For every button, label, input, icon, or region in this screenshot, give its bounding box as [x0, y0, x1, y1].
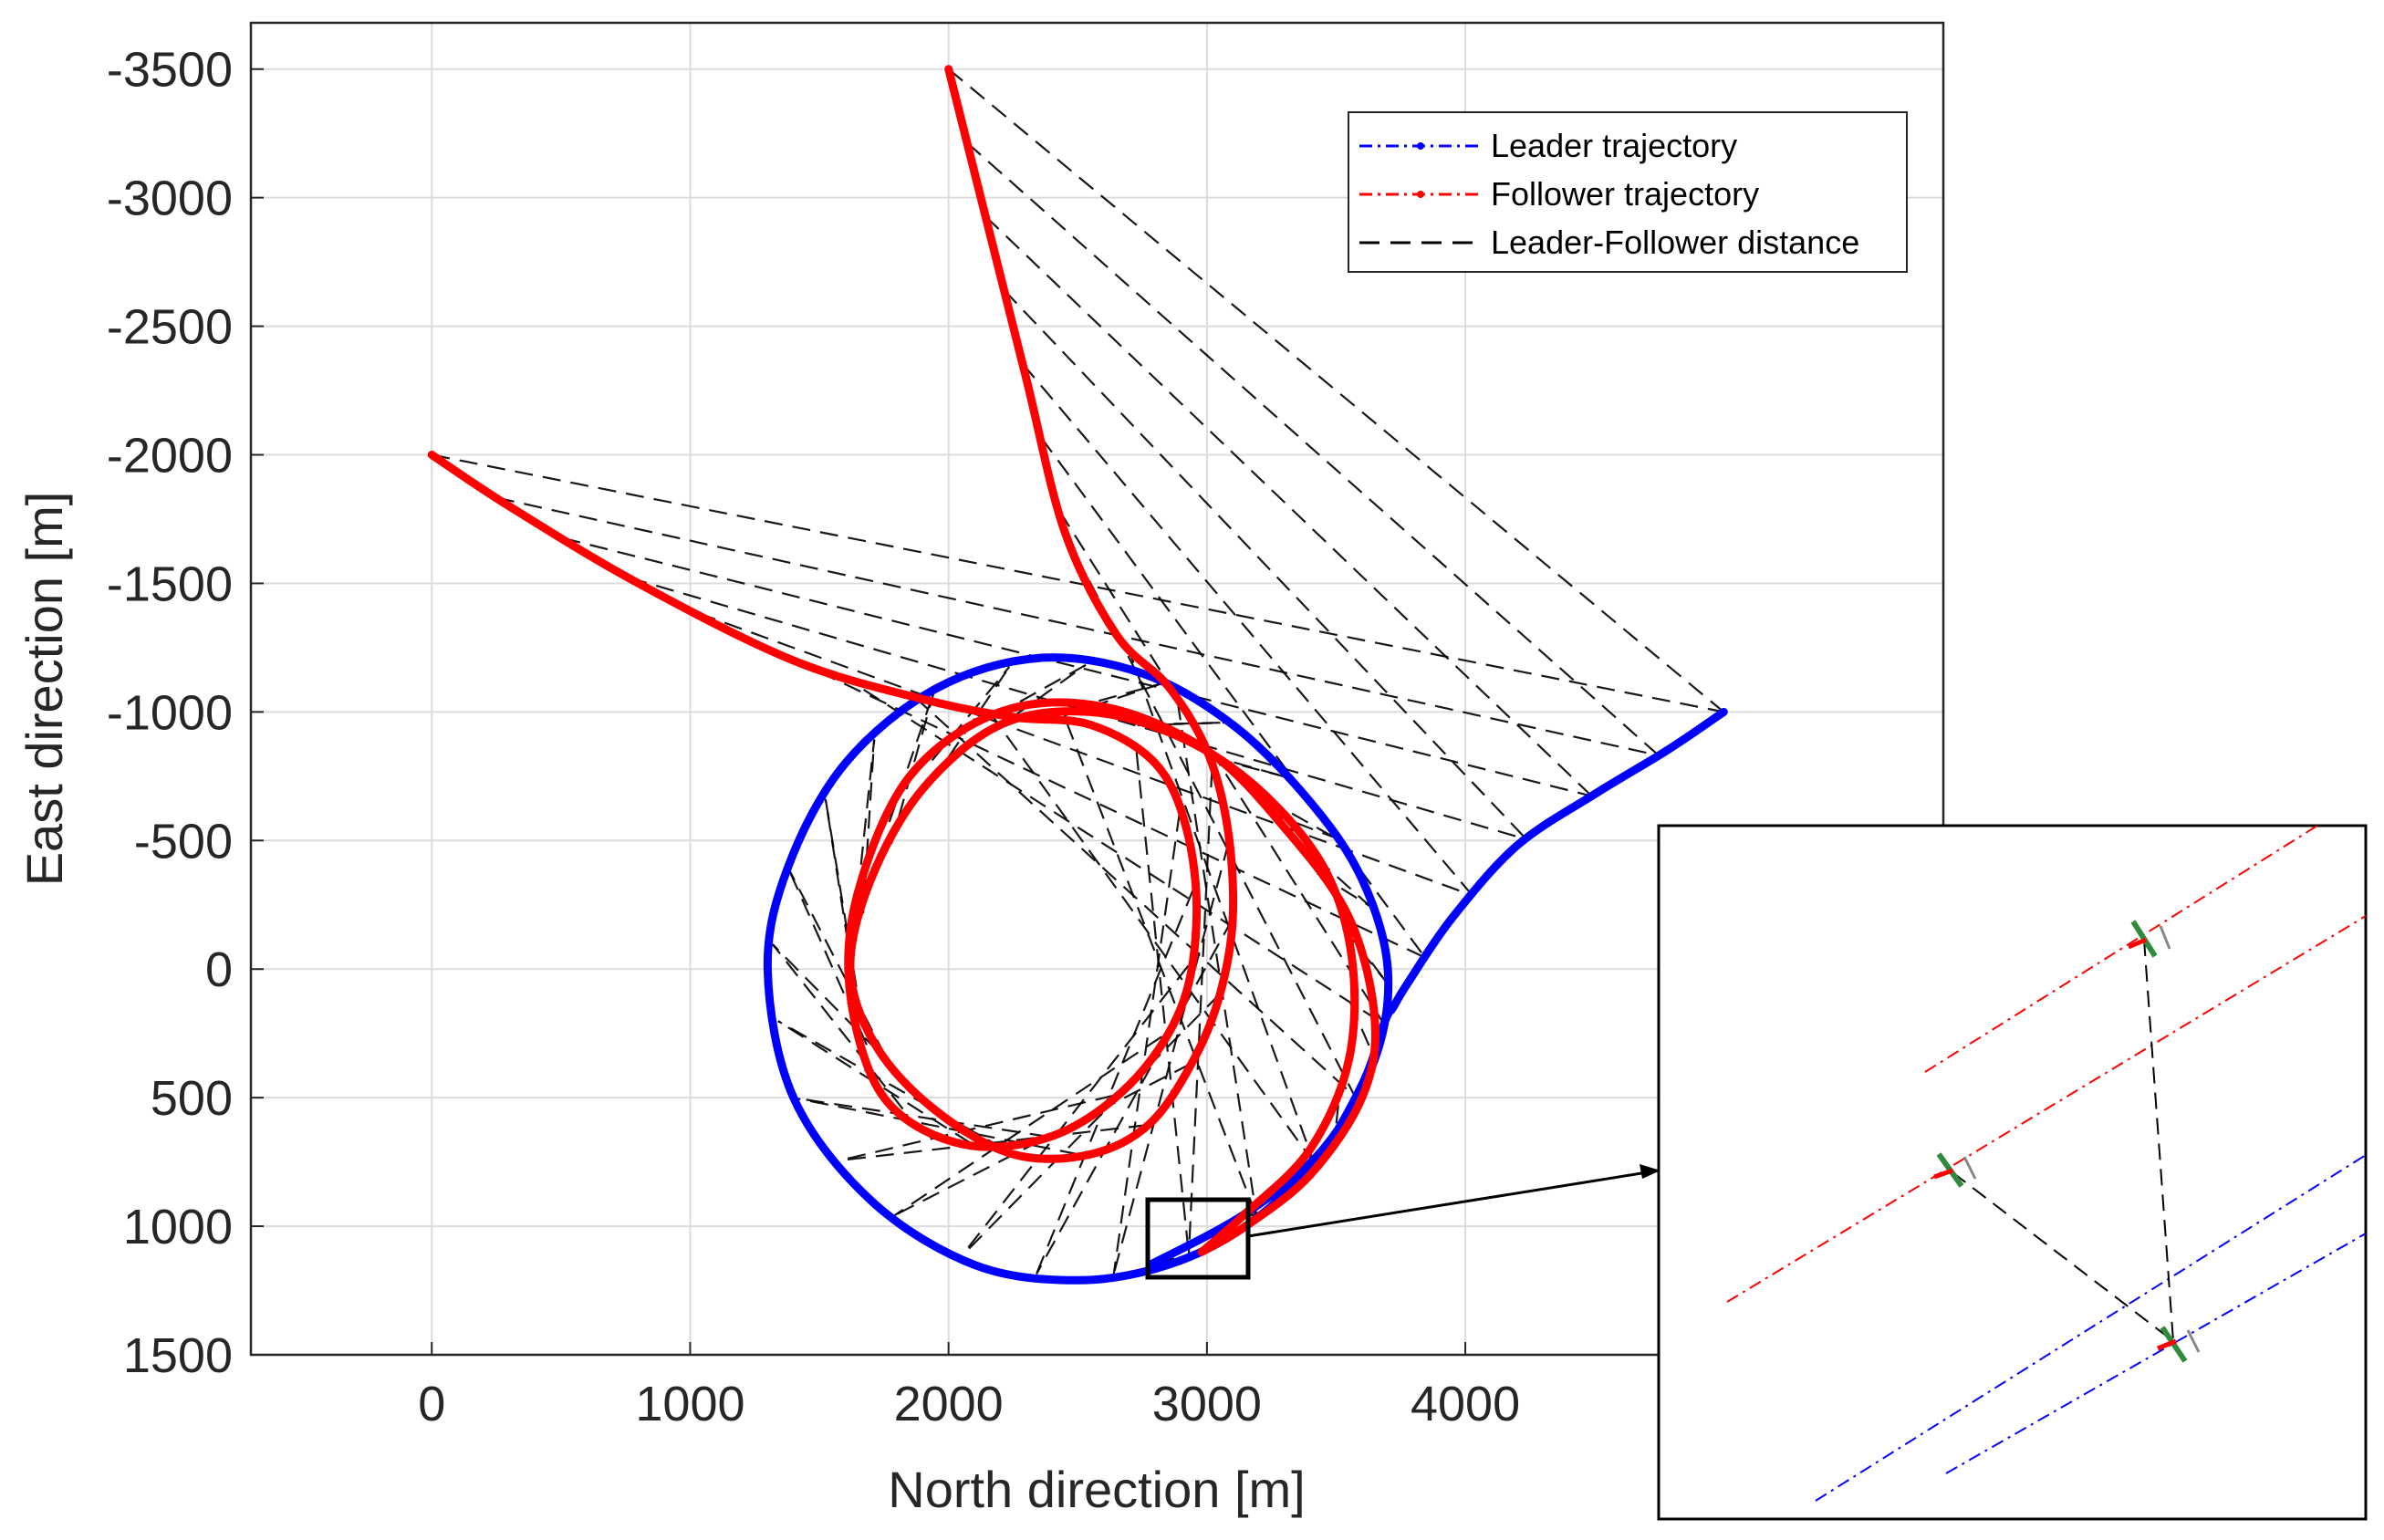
distance-line: [793, 1097, 1048, 1138]
distance-line: [960, 964, 1190, 1258]
distance-line: [989, 712, 1316, 1164]
inset-zoom: [1657, 824, 2368, 1521]
legend-marker-leader: [1417, 142, 1424, 150]
aircraft-marker: [2157, 1326, 2201, 1363]
aircraft-marker: [2128, 920, 2171, 958]
legend: Leader trajectory Follower trajectory Le…: [1348, 111, 1908, 273]
y-tick-label: -500: [134, 814, 233, 869]
legend-label-leader: Leader trajectory: [1491, 127, 1737, 164]
zoom-arrow: [1247, 1169, 1660, 1238]
inset-leader-line: [1945, 1233, 2367, 1474]
zoom-box: [1145, 1197, 1251, 1280]
distance-line: [432, 453, 1724, 713]
legend-label-follower: Follower trajectory: [1491, 175, 1759, 213]
leader-trajectory-line: [763, 653, 1728, 1285]
x-tick-label: 1000: [635, 1377, 744, 1431]
distance-line: [888, 689, 936, 823]
x-tick-label: 2000: [894, 1377, 1004, 1431]
distance-line: [1003, 289, 1527, 840]
y-tick-label: 1500: [123, 1328, 233, 1383]
inset-leader-line: [1815, 1154, 2367, 1502]
inset-follower-line: [1726, 915, 2367, 1303]
x-tick-label: 3000: [1152, 1377, 1262, 1431]
distance-line: [966, 141, 1660, 756]
inset-follower-line: [1924, 825, 2318, 1073]
ticks: 0 1000 2000 3000 4000 -3500 -3000 -2500 -2000 -15…: [107, 43, 1520, 1431]
distance-line: [1176, 702, 1258, 1217]
inset-distance-line: [2143, 939, 2174, 1342]
y-tick-label: 500: [151, 1071, 233, 1126]
y-tick-label: -2500: [107, 300, 233, 355]
distance-line: [1187, 769, 1213, 1255]
distance-line: [1058, 510, 1385, 1025]
y-tick-label: -3000: [107, 172, 233, 226]
series-lines: [427, 65, 1728, 1285]
y-tick-label: -1000: [107, 685, 233, 740]
legend-box: [1348, 111, 1908, 273]
y-tick-label: 1000: [123, 1200, 233, 1254]
distance-lines: [432, 68, 1724, 1275]
distance-line: [1035, 889, 1194, 1275]
distance-line: [894, 1035, 1162, 1216]
y-axis-label: East direction [m]: [16, 492, 73, 887]
zoom-arrow-head: [1640, 1164, 1660, 1179]
distance-line: [1112, 842, 1230, 1275]
distance-line: [793, 1097, 1078, 1156]
follower-trajectory-line: [427, 451, 1379, 1256]
distance-line: [771, 943, 904, 1110]
y-tick-label: -3500: [107, 43, 233, 98]
distance-line: [960, 993, 1221, 1258]
follower-trajectory-line: [846, 65, 1359, 1256]
y-tick-label: -2000: [107, 429, 233, 484]
legend-label-distance: Leader-Follower distance: [1491, 224, 1859, 261]
x-tick-label: 4000: [1411, 1377, 1520, 1431]
legend-marker-follower: [1417, 191, 1424, 198]
y-tick-label: -1500: [107, 557, 233, 611]
y-tick-label: 0: [205, 942, 233, 997]
distance-line: [562, 536, 1592, 797]
distance-line: [1021, 363, 1473, 897]
distance-line: [990, 663, 1087, 734]
inset-frame: [1657, 824, 2368, 1521]
plot-area: [249, 21, 1945, 1357]
distance-line: [857, 739, 876, 893]
x-tick-label: 0: [418, 1377, 445, 1431]
distance-line: [838, 673, 1385, 1025]
distance-line: [1036, 918, 1234, 1275]
inset-distance-line: [1952, 1171, 2174, 1342]
distance-line: [1112, 813, 1181, 1275]
aircraft-marker: [1933, 1152, 1977, 1188]
distance-line: [840, 1094, 1114, 1161]
x-axis-label: North direction [m]: [888, 1461, 1306, 1518]
distance-line: [495, 496, 1660, 757]
